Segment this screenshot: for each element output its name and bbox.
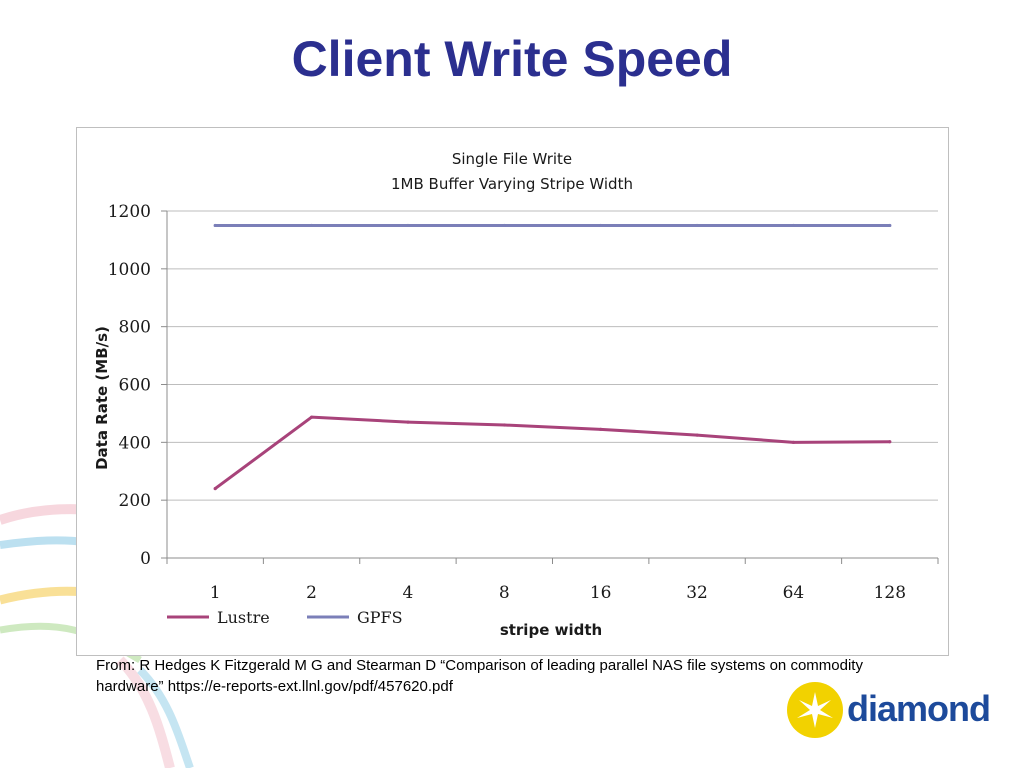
y-tick-label: 1000 (108, 260, 151, 280)
x-axis-label: stripe width (500, 621, 602, 639)
data-point-lustre (791, 440, 796, 444)
data-point-gpfs (888, 223, 892, 228)
data-point-gpfs (791, 223, 796, 228)
data-point-gpfs (695, 223, 699, 228)
data-point-gpfs (502, 223, 506, 228)
series-line-lustre (214, 415, 890, 490)
data-point-gpfs (599, 223, 603, 228)
data-point-lustre (502, 423, 506, 427)
y-tick-label: 200 (119, 491, 151, 511)
y-axis-label: Data Rate (MB/s) (93, 326, 111, 470)
chart-subtitle: 1MB Buffer Varying Stripe Width (391, 175, 633, 193)
y-tick-label: 600 (119, 376, 151, 396)
legend-label-gpfs: GPFS (357, 608, 403, 627)
legend-label-lustre: Lustre (217, 608, 270, 627)
logo-text: diamond (847, 688, 991, 729)
x-tick-label: 32 (686, 583, 708, 603)
y-tick-label: 1200 (108, 202, 151, 222)
line-chart: Single File Write 1MB Buffer Varying Str… (93, 150, 939, 639)
y-tick-label: 800 (119, 318, 151, 338)
x-tick-label: 16 (590, 583, 612, 603)
data-point-lustre (406, 420, 410, 424)
source-citation: From: R Hedges K Fitzgerald M G and Stea… (96, 657, 863, 695)
x-tick-label: 4 (403, 583, 414, 603)
x-tick-label: 64 (783, 583, 805, 603)
x-tick-label: 2 (306, 583, 317, 603)
x-tick-label: 1 (210, 583, 221, 603)
data-point-lustre (599, 427, 603, 431)
data-point-lustre (888, 440, 892, 444)
data-point-gpfs (309, 223, 314, 228)
x-tick-label: 128 (874, 583, 906, 603)
x-tick-label: 8 (499, 583, 510, 603)
y-tick-label: 400 (119, 433, 151, 453)
data-point-gpfs (213, 223, 217, 228)
y-tick-label: 0 (140, 549, 151, 569)
diamond-logo: diamond (785, 680, 995, 740)
sun-icon (787, 682, 843, 738)
data-point-lustre (213, 487, 217, 491)
slide-title: Client Write Speed (291, 31, 733, 87)
data-point-lustre (695, 433, 699, 437)
chart-container: Single File Write 1MB Buffer Varying Str… (76, 127, 949, 656)
chart-title: Single File Write (452, 150, 572, 168)
data-point-gpfs (406, 223, 410, 228)
data-point-lustre (309, 415, 314, 419)
